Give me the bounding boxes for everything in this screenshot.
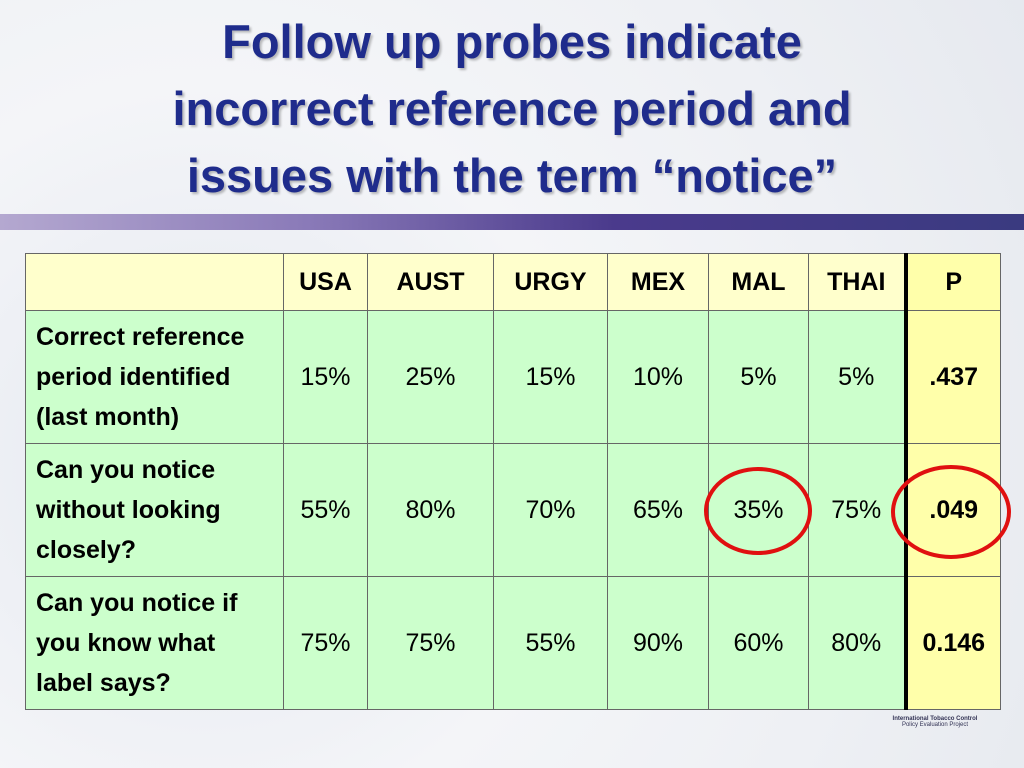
table-cell: 90% [607,576,709,710]
table-cell: 75% [367,576,494,710]
column-header: AUST [367,253,494,311]
logo-text: Policy Evaluation Project [901,722,969,728]
table-cell: 5% [808,310,906,444]
table-cell: 60% [708,576,809,710]
table-cell: 75% [808,443,906,577]
table-cell: 55% [493,576,608,710]
column-header: P [903,253,1001,311]
table-row: Correct reference period identified (las… [25,310,1001,444]
logo-text: International Tobacco Control [892,716,978,722]
table-cell: 70% [493,443,608,577]
highlight-ring [704,467,812,555]
highlight-ring [891,465,1011,559]
table-cell: 15% [283,310,368,444]
title-line: Follow up probes indicate [222,15,802,68]
column-header: URGY [493,253,608,311]
table-cell: 15% [493,310,608,444]
header-row: USA AUST URGY MEX MAL THAI P [25,253,1001,311]
table-cell: 65% [607,443,709,577]
table-cell: 5% [708,310,809,444]
slide-title: Follow up probes indicate incorrect refe… [0,8,1024,209]
table-cell: 75% [283,576,368,710]
row-label: Can you notice if you know what label sa… [25,576,284,710]
corner-cell [25,253,284,311]
column-header: MAL [708,253,809,311]
table-row: Can you notice without looking closely? 5… [25,443,1001,577]
divider-band [0,214,1024,230]
results-table: USA AUST URGY MEX MAL THAI P Correct reference … [25,253,1001,710]
p-value-cell: .437 [903,310,1001,444]
title-line: issues with the term “notice” [186,149,838,202]
table-cell: 35% [708,443,809,577]
p-value-cell: 0.146 [903,576,1001,710]
table-row: Can you notice if you know what label sa… [25,576,1001,710]
row-label: Can you notice without looking closely? [25,443,284,577]
table-cell: 80% [367,443,494,577]
title-line: incorrect reference period and [172,82,852,135]
row-label: Correct reference period identified (las… [25,310,284,444]
table-cell: 80% [808,576,906,710]
column-header: THAI [808,253,906,311]
column-header: MEX [607,253,709,311]
logo: International Tobacco Control Policy Eva… [880,716,990,728]
table-cell: 10% [607,310,709,444]
